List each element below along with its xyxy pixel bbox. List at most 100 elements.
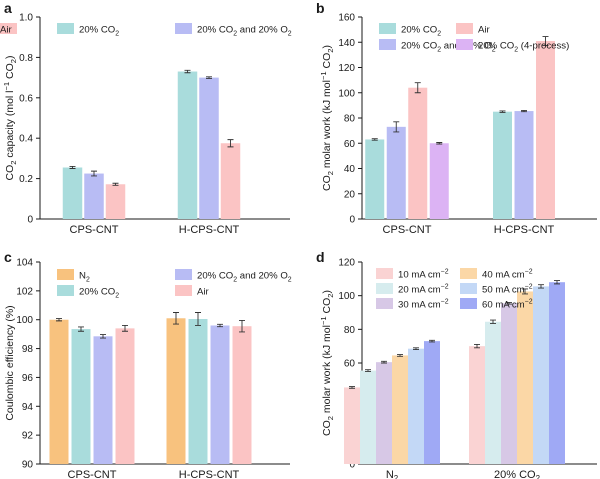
bar <box>84 173 104 219</box>
error-bar <box>239 319 245 333</box>
error-bar <box>429 339 435 343</box>
error-bar <box>499 110 506 113</box>
y-tick-label: 80 <box>344 114 356 125</box>
legend-label: 30 mA cm−2 <box>398 299 449 311</box>
legend-label: 20% CO2 <box>79 25 119 38</box>
bar <box>386 126 406 219</box>
y-tick-label: 0.2 <box>19 174 33 185</box>
y-tick-label: 0 <box>349 460 355 471</box>
panel-label: d <box>316 249 325 265</box>
category-label: 20% CO2 <box>494 469 540 479</box>
error-bar <box>100 334 106 339</box>
legend-item: Air <box>456 23 491 36</box>
y-tick-label: 20 <box>344 189 356 200</box>
bar <box>365 139 385 219</box>
error-bar <box>521 109 527 113</box>
bar <box>232 326 252 464</box>
bar <box>392 355 408 464</box>
error-bar <box>206 76 212 79</box>
legend-swatch <box>57 23 74 34</box>
bar <box>49 319 69 464</box>
category-label: N2 <box>386 469 398 479</box>
bar <box>105 184 126 219</box>
panel-label: b <box>316 0 325 16</box>
category-label: CPS-CNT <box>383 224 432 236</box>
bar <box>408 348 424 464</box>
category-label: H-CPS-CNT <box>494 224 555 236</box>
y-tick-label: 120 <box>338 258 355 269</box>
error-bar <box>195 312 201 326</box>
error-bar <box>69 166 76 169</box>
legend-swatch <box>376 268 393 279</box>
y-tick-label: 92 <box>22 431 34 442</box>
y-tick-label: 40 <box>344 164 356 175</box>
bar <box>166 318 186 464</box>
y-tick-label: 0.8 <box>19 53 33 64</box>
y-axis-label: CO2 capacity (mol l−1 CO2) <box>2 56 18 181</box>
panel-label: a <box>4 0 12 16</box>
error-bar <box>227 139 234 148</box>
legend-label: 20% CO2 and 20% O2 <box>197 25 292 38</box>
legend-swatch <box>460 298 477 309</box>
legend-swatch <box>175 23 192 34</box>
error-bar <box>554 280 560 285</box>
error-bar <box>184 69 191 74</box>
bar <box>533 286 549 464</box>
error-bar <box>397 354 403 357</box>
legend-swatch <box>175 269 192 280</box>
bar <box>485 321 501 464</box>
error-bar <box>56 318 62 322</box>
legend-swatch <box>376 283 393 294</box>
y-tick-label: 98 <box>22 344 34 355</box>
legend-label: 10 mA cm−2 <box>398 269 449 281</box>
legend-item: 30 mA cm−2 <box>376 298 449 311</box>
legend-label: 40 mA cm−2 <box>482 269 533 281</box>
y-tick-label: 0.6 <box>19 93 33 104</box>
legend-swatch <box>460 268 477 279</box>
legend-swatch <box>376 298 393 309</box>
category-label: H-CPS-CNT <box>179 224 240 236</box>
y-tick-label: 0 <box>349 215 355 226</box>
bar <box>115 328 135 464</box>
error-bar <box>436 142 443 145</box>
bar <box>344 387 360 464</box>
category-label: CPS-CNT <box>70 224 119 236</box>
error-bar <box>490 319 496 324</box>
y-tick-label: 0.4 <box>19 134 33 145</box>
legend-label: Air <box>197 287 210 298</box>
bar <box>71 329 91 464</box>
y-tick-label: 140 <box>338 38 355 49</box>
legend-item: 20% CO2 <box>57 285 119 300</box>
y-tick-label: 102 <box>16 286 33 297</box>
category-label: H-CPS-CNT <box>179 469 240 479</box>
error-bar <box>173 312 179 325</box>
legend-label: 20% CO2 <box>401 25 441 38</box>
panel-label: c <box>4 249 12 265</box>
panel-d: d020406080100120CO2 molar work (kJ mol−1… <box>316 249 597 479</box>
legend-label: 20 mA cm−2 <box>398 284 449 296</box>
bar <box>220 143 241 219</box>
error-bar <box>413 347 419 350</box>
panel-a: a 0 0.2 0.4 0.6 0.8 1.0 CO2 capacity (mol l−1 C… <box>0 0 292 236</box>
error-bar <box>122 325 128 332</box>
legend-item: Air <box>0 23 17 36</box>
error-bar <box>414 82 421 94</box>
error-bar <box>542 36 549 46</box>
y-tick-label: 100 <box>338 88 355 99</box>
legend-item: 40 mA cm−2 <box>460 268 533 281</box>
bar <box>199 77 219 219</box>
y-tick-label: 100 <box>338 291 355 302</box>
legend-item: 60 mA cm−2 <box>460 298 533 311</box>
legend-item: 20% CO2 and 20% O2 <box>175 23 292 38</box>
legend-swatch <box>379 39 396 50</box>
error-bar <box>349 386 355 389</box>
y-tick-label: 160 <box>338 13 355 24</box>
error-bar <box>217 323 223 328</box>
error-bar <box>522 288 528 295</box>
bar <box>376 362 392 464</box>
legend-label: N2 <box>79 271 90 284</box>
panel-b: b 0 20 40 60 80 100 120 140 160 CO2 molar work (kJ… <box>316 0 597 236</box>
y-axis-label: CO2 molar work (kJ mol−1 CO2) <box>319 290 335 436</box>
legend-item: 20% CO2 and 20% O2 <box>175 269 292 284</box>
y-tick-label: 1.0 <box>19 13 33 24</box>
